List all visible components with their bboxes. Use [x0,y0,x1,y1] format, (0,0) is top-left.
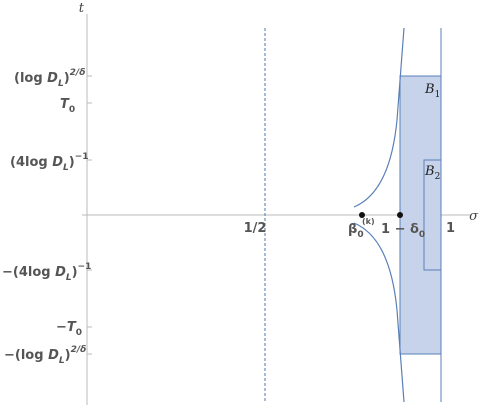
tick-label-one-minus-delta0: 1 − δ0 [381,222,425,240]
t-axis-ticks [87,75,92,355]
tick-label-t0-pos: T0 [60,97,75,115]
beta0-point [359,212,365,218]
region-label-b2: B2 [424,164,440,182]
tick-label-inv4logd-pos: (4log DL)−1 [10,152,89,173]
region-label-b1: B1 [424,82,440,100]
t-axis-label: t [79,1,85,16]
tick-label-one: 1 [446,221,455,236]
tick-label-beta0: β0 [348,222,364,240]
one-minus-delta0-point [397,212,403,218]
sigma-axis-label: σ [469,209,479,224]
tick-label-logd-pow-pos: (log DL)2/δ [14,68,85,89]
zero-free-boundary-upper [353,27,405,208]
tick-label-beta0-sup: (k) [362,217,375,226]
tick-label-logd-pow-neg: −(log DL)2/δ [4,345,86,366]
tick-label-half: 1/2 [244,221,267,236]
tick-label-t0-neg: −T0 [56,320,82,338]
zero-free-boundary-lower [353,222,405,403]
tick-label-inv4logd-neg: −(4log DL)−1 [2,262,91,283]
